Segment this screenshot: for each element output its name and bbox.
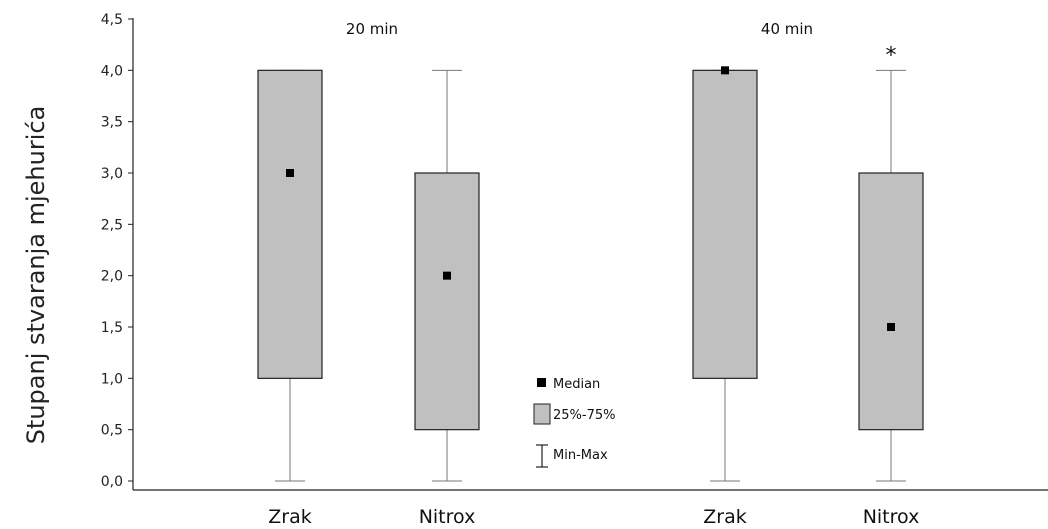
legend-whisker-symbol — [536, 444, 548, 468]
group-label: 40 min — [761, 20, 813, 38]
y-tick-label: 0,5 — [101, 423, 123, 439]
y-tick-label: 4,5 — [101, 12, 123, 28]
legend-median-swatch — [537, 378, 546, 387]
y-tick-label: 2,0 — [101, 269, 123, 285]
y-tick-label: 1,5 — [101, 320, 123, 336]
y-tick-label: 2,5 — [101, 217, 123, 233]
median-marker — [721, 66, 729, 75]
significance-asterisk: * — [886, 43, 897, 68]
x-category-label: Zrak — [268, 506, 311, 528]
y-tick-label: 3,0 — [101, 166, 123, 182]
y-tick-label: 0,0 — [101, 474, 123, 490]
median-marker — [286, 169, 294, 177]
y-tick-label: 3,5 — [101, 115, 123, 131]
x-category-label: Nitrox — [863, 506, 920, 528]
legend-box-swatch — [533, 403, 551, 425]
legend-median-label: Median — [553, 377, 600, 392]
median-marker — [443, 271, 451, 280]
legend-box-label: 25%-75% — [553, 408, 615, 423]
legend-whisker-label: Min-Max — [553, 448, 608, 463]
plot-area: 0,0 0,5 1,0 1,5 2,0 2,5 3,0 3,5 4,0 4,5 20 min Zrak… — [101, 12, 1048, 528]
iqr-box — [858, 172, 924, 431]
y-axis-label: Stupanj stvaranja mjehurića — [22, 106, 50, 445]
legend: Median 25%-75% Min-Max — [533, 377, 615, 468]
median-marker — [887, 323, 895, 331]
group-label: 20 min — [346, 20, 398, 38]
y-tick-label: 4,0 — [101, 63, 123, 79]
y-tick-label: 1,0 — [101, 371, 123, 387]
x-category-label: Nitrox — [419, 506, 476, 528]
x-category-label: Zrak — [703, 506, 746, 528]
iqr-box — [414, 172, 480, 431]
iqr-box — [692, 69, 758, 379]
iqr-box — [257, 69, 323, 379]
